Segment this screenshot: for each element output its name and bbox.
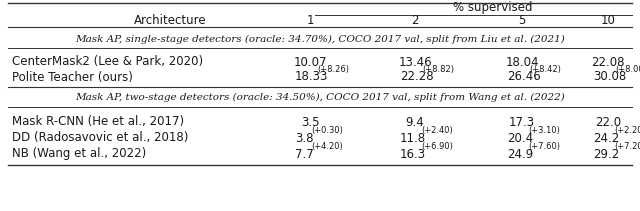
Text: (+8.82): (+8.82) <box>422 65 454 74</box>
Text: (+6.90): (+6.90) <box>421 142 453 151</box>
Text: (+4.20): (+4.20) <box>312 142 343 151</box>
Text: (+0.30): (+0.30) <box>312 126 344 135</box>
Text: 10.07: 10.07 <box>293 55 327 69</box>
Text: 18.33: 18.33 <box>295 70 328 84</box>
Text: Mask R-CNN (He et al., 2017): Mask R-CNN (He et al., 2017) <box>12 115 184 128</box>
Text: 11.8: 11.8 <box>400 131 426 145</box>
Text: 3.8: 3.8 <box>295 131 314 145</box>
Text: Mask AP, two-stage detectors (oracle: 34.50%), COCO 2017 val, split from Wang et: Mask AP, two-stage detectors (oracle: 34… <box>75 92 565 101</box>
Text: NB (Wang et al., 2022): NB (Wang et al., 2022) <box>12 147 147 161</box>
Text: 1: 1 <box>307 14 314 27</box>
Text: (+7.20): (+7.20) <box>614 142 640 151</box>
Text: 30.08: 30.08 <box>593 70 627 84</box>
Text: 5: 5 <box>518 14 525 27</box>
Text: 10: 10 <box>600 14 616 27</box>
Text: 22.0: 22.0 <box>595 115 621 128</box>
Text: 9.4: 9.4 <box>406 115 424 128</box>
Text: (+8.00): (+8.00) <box>616 65 640 74</box>
Text: 22.08: 22.08 <box>591 55 625 69</box>
Text: (+3.10): (+3.10) <box>528 126 560 135</box>
Text: 2: 2 <box>412 14 419 27</box>
Text: (+8.42): (+8.42) <box>529 65 561 74</box>
Text: 13.46: 13.46 <box>398 55 432 69</box>
Text: 29.2: 29.2 <box>593 147 620 161</box>
Text: % supervised: % supervised <box>452 0 532 14</box>
Text: 17.3: 17.3 <box>509 115 535 128</box>
Text: 18.04: 18.04 <box>505 55 539 69</box>
Text: DD (Radosavovic et al., 2018): DD (Radosavovic et al., 2018) <box>12 131 188 145</box>
Text: CenterMask2 (Lee & Park, 2020): CenterMask2 (Lee & Park, 2020) <box>12 55 203 69</box>
Text: 16.3: 16.3 <box>400 147 426 161</box>
Text: (+8.26): (+8.26) <box>317 65 349 74</box>
Text: (+2.20): (+2.20) <box>614 126 640 135</box>
Text: 24.9: 24.9 <box>507 147 533 161</box>
Text: 3.5: 3.5 <box>301 115 319 128</box>
Text: 26.46: 26.46 <box>507 70 541 84</box>
Text: 7.7: 7.7 <box>295 147 314 161</box>
Text: Mask AP, single-stage detectors (oracle: 34.70%), COCO 2017 val, split from Liu : Mask AP, single-stage detectors (oracle:… <box>75 34 565 43</box>
Text: 24.2: 24.2 <box>593 131 620 145</box>
Text: Polite Teacher (ours): Polite Teacher (ours) <box>12 70 133 84</box>
Text: 20.4: 20.4 <box>507 131 533 145</box>
Text: (+2.40): (+2.40) <box>421 126 452 135</box>
Text: 22.28: 22.28 <box>400 70 434 84</box>
Text: (+7.60): (+7.60) <box>528 142 560 151</box>
Text: Architecture: Architecture <box>134 14 206 27</box>
